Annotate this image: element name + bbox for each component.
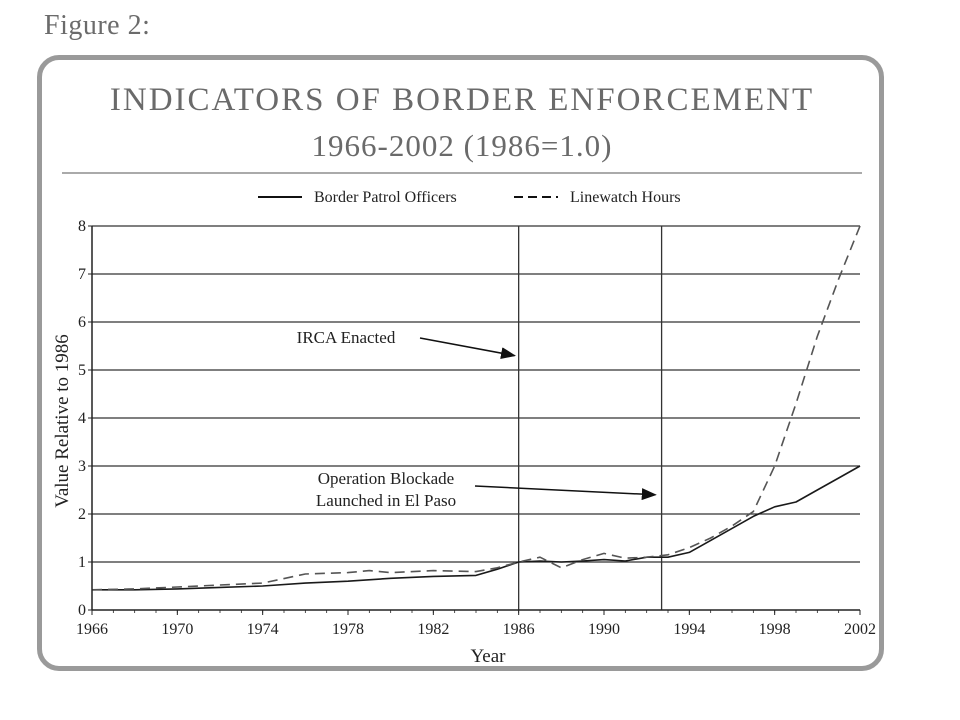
x-tick-label: 1990 [588, 621, 620, 638]
x-tick-label: 2002 [844, 621, 876, 638]
y-tick-label: 3 [78, 458, 86, 475]
series-line-border-patrol-officers [92, 465, 861, 591]
series-group [91, 225, 861, 591]
legend: Border Patrol Officers Linewatch Hours [258, 189, 681, 206]
annotation-text: IRCA Enacted [297, 328, 396, 347]
x-tick-label: 1978 [332, 621, 364, 638]
y-tick-label: 7 [78, 266, 86, 283]
y-tick-label: 5 [78, 362, 86, 379]
x-tick-label: 1966 [76, 621, 108, 638]
legend-label: Linewatch Hours [570, 189, 681, 206]
legend-label: Border Patrol Officers [314, 189, 457, 206]
annotations-group: IRCA Enacted Operation Blockade Launched i… [297, 328, 657, 510]
annotation-text: Operation Blockade [318, 469, 454, 488]
y-axis-label: Value Relative to 1986 [52, 334, 73, 508]
x-axis-label: Year [470, 646, 506, 667]
chart-frame [37, 55, 884, 671]
x-tick-label: 1974 [247, 621, 279, 638]
axes-group: 0 1 2 3 4 5 6 7 8 1966 1970 1974 1978 1982 1986 1990 199… [76, 218, 876, 638]
chart-title: INDICATORS OF BORDER ENFORCEMENT [109, 82, 815, 118]
y-tick-label: 0 [78, 602, 86, 619]
chart-subtitle: 1966-2002 (1986=1.0) [311, 128, 613, 163]
y-tick-label: 1 [78, 554, 86, 571]
x-tick-label: 1998 [759, 621, 791, 638]
y-tick-label: 4 [78, 410, 86, 427]
x-tick-label: 1982 [417, 621, 449, 638]
annotation-text: Launched in El Paso [316, 491, 456, 510]
x-tick-label: 1994 [673, 621, 705, 638]
annotation-arrow [474, 485, 657, 501]
y-tick-label: 8 [78, 218, 86, 235]
annotation-arrow [419, 337, 517, 360]
event-lines [518, 226, 663, 610]
y-tick-label: 6 [78, 314, 86, 331]
x-tick-label: 1970 [161, 621, 193, 638]
title-rule [62, 172, 862, 174]
chart-grid [92, 225, 860, 563]
x-tick-label: 1986 [503, 621, 535, 638]
y-tick-label: 2 [78, 506, 86, 523]
figure-label: Figure 2: [44, 10, 151, 41]
series-line-linewatch-hours [91, 225, 861, 591]
